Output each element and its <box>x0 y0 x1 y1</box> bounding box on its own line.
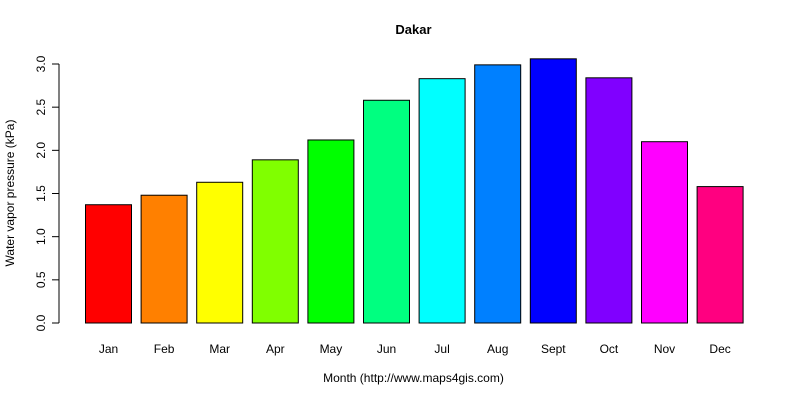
x-tick-label: Nov <box>654 342 675 356</box>
bar-mar <box>196 181 244 324</box>
y-tick-label: 1.0 <box>34 228 48 245</box>
x-tick-label: Mar <box>209 342 230 356</box>
x-tick-labels: Jan Feb Mar Apr May Jun Jul Aug Sept Oct Nov Dec <box>99 342 731 356</box>
bar-aug <box>474 64 522 324</box>
y-tick-label: 0.0 <box>34 314 48 331</box>
x-axis-label: Month (http://www.maps4gis.com) <box>323 371 504 385</box>
bars <box>85 58 744 324</box>
x-tick-label: Jun <box>377 342 396 356</box>
x-tick-label: Sept <box>541 342 566 356</box>
y-tick-label: 2.5 <box>34 99 48 116</box>
y-tick-label: 0.5 <box>34 271 48 288</box>
chart-title: Dakar <box>395 22 432 37</box>
bar-jul <box>418 78 466 324</box>
y-tick-label: 1.5 <box>34 185 48 202</box>
x-tick-label: Jul <box>434 342 449 356</box>
bar-oct <box>585 77 633 324</box>
x-tick-label: Oct <box>600 342 619 356</box>
bar-jun <box>363 99 410 324</box>
bar-may <box>307 139 355 324</box>
x-tick-label: Apr <box>266 342 285 356</box>
bar-jan <box>85 204 132 324</box>
bar-feb <box>140 194 188 324</box>
y-axis: 0.0 0.5 1.0 1.5 2.0 2.5 3.0 <box>34 55 60 331</box>
x-tick-label: Jan <box>99 342 118 356</box>
bar-nov <box>641 141 688 324</box>
x-tick-label: Dec <box>709 342 730 356</box>
y-tick-label: 3.0 <box>34 55 48 72</box>
x-tick-label: Feb <box>154 342 175 356</box>
x-tick-label: May <box>320 342 343 356</box>
bar-dec <box>696 186 744 324</box>
y-tick-label: 2.0 <box>34 142 48 159</box>
bar-sept <box>529 58 577 324</box>
bar-apr <box>251 159 299 324</box>
x-tick-label: Aug <box>487 342 508 356</box>
